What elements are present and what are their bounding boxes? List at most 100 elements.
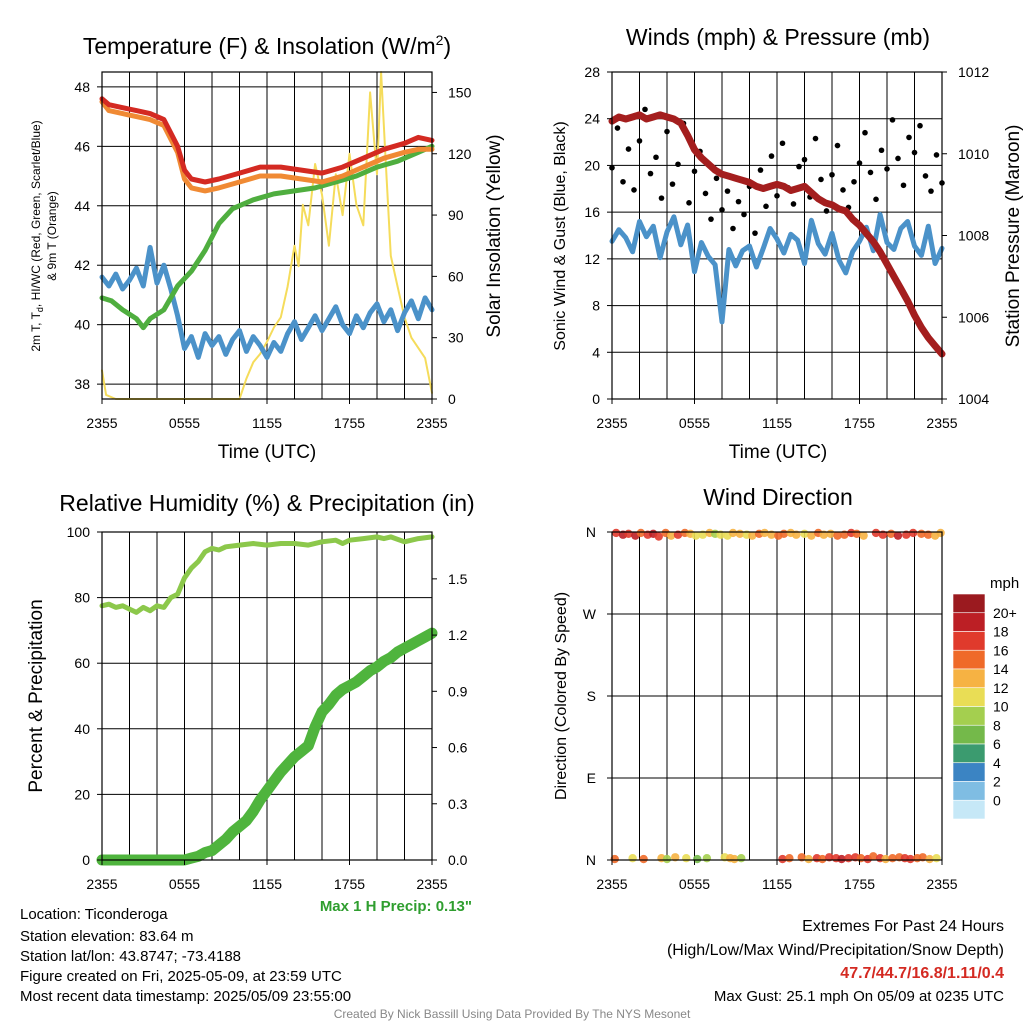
colorbar-label: 16 — [993, 642, 1009, 658]
colorbar-label: 0 — [993, 792, 1001, 808]
gust-point — [834, 142, 841, 149]
temperature-series — [99, 71, 435, 400]
temperature-y2label: Solar Insolation (Yellow) — [484, 134, 505, 337]
y-tick-label: 20 — [74, 786, 90, 802]
direction-point — [611, 528, 621, 538]
direction-point — [682, 853, 691, 863]
y2-tick-label: 30 — [448, 330, 464, 346]
gust-point — [686, 200, 692, 206]
gust-point — [801, 156, 808, 163]
gust-point — [625, 146, 632, 152]
x-tick-label: 1155 — [252, 415, 282, 431]
y-tick-label: S — [587, 688, 596, 704]
winds-xlabel: Time (UTC) — [729, 442, 828, 463]
y-tick-label: 100 — [67, 524, 91, 540]
gust-point — [713, 175, 720, 182]
humidity-panel-title: Relative Humidity (%) & Precipitation (i… — [59, 490, 474, 516]
y2-tick-label: 150 — [448, 84, 472, 100]
gust-point — [790, 201, 797, 207]
gust-point — [653, 154, 659, 161]
y-tick-label: 16 — [584, 204, 600, 220]
extremes-legend: (High/Low/Max Wind/Precipitation/Snow De… — [666, 942, 1004, 959]
gust-point — [779, 140, 786, 147]
gust-point — [884, 166, 890, 172]
temperature-panel: Temperature (F) & Insolation (W/m2) 2355… — [29, 32, 505, 463]
gust-point — [818, 176, 824, 183]
gust-point — [829, 171, 835, 178]
y-tick-label: 8 — [592, 298, 600, 314]
x-tick-label: 2355 — [416, 415, 447, 431]
series-td — [99, 143, 435, 331]
winds-panel-title: Winds (mph) & Pressure (mb) — [626, 24, 930, 50]
footer-created: Figure created on Fri, 2025-05-09, at 23… — [20, 968, 342, 985]
series-sonic-wind — [609, 212, 945, 325]
direction-point — [792, 530, 801, 539]
footer-recent: Most recent data timestamp: 2025/05/09 2… — [20, 988, 352, 1005]
y-tick-label: 42 — [74, 257, 90, 273]
y-tick-label: 38 — [74, 376, 90, 392]
direction-point — [840, 530, 849, 539]
gust-point — [735, 198, 742, 205]
y2-tick-label: 1.5 — [448, 571, 468, 587]
x-tick-label: 2355 — [86, 415, 117, 431]
direction-point — [859, 531, 868, 540]
y-tick-label: N — [586, 852, 596, 868]
humidity-axes: 2355 0555 1155 1755 2355 0 20 40 60 80 100 0.0 0.3 0.… — [67, 524, 468, 892]
y2-tick-label: 1008 — [958, 228, 989, 244]
direction-point — [673, 530, 683, 539]
gust-point — [917, 122, 923, 129]
y2-tick-label: 0.9 — [448, 683, 468, 699]
series-2m-t — [99, 96, 435, 185]
direction-point — [878, 530, 888, 539]
gust-point — [719, 207, 725, 213]
gust-point — [906, 134, 912, 141]
series-9m-t — [99, 99, 435, 194]
credit-line: Created By Nick Bassill Using Data Provi… — [333, 1007, 691, 1021]
y-tick-label: 40 — [74, 317, 90, 333]
colorbar-swatch — [952, 743, 986, 764]
x-tick-label: 2355 — [416, 876, 447, 892]
x-tick-label: 0555 — [169, 876, 200, 892]
gust-point — [631, 187, 637, 193]
temperature-panel-title: Temperature (F) & Insolation (W/m2) — [83, 32, 451, 59]
colorbar-swatch — [952, 687, 986, 707]
x-tick-label: 2355 — [926, 415, 957, 431]
gust-point — [658, 195, 665, 201]
gust-point — [900, 182, 907, 189]
colorbar-swatch — [952, 762, 986, 782]
y2-tick-label: 0.6 — [448, 740, 468, 756]
direction-ylabel: Direction (Colored By Speed) — [553, 592, 570, 800]
gust-point — [642, 106, 648, 113]
x-tick-label: 1755 — [334, 415, 365, 431]
gust-point — [724, 188, 731, 194]
direction-point — [639, 854, 648, 864]
direction-point — [818, 854, 827, 864]
humidity-ylabel: Percent & Precipitation — [26, 599, 47, 792]
gust-point — [664, 128, 670, 135]
x-tick-label: 0555 — [169, 415, 200, 431]
colorbar-label: 4 — [993, 755, 1001, 771]
direction-point — [819, 530, 828, 539]
y2-tick-label: 0.0 — [448, 852, 468, 868]
gust-point — [614, 125, 621, 131]
gust-point — [691, 168, 698, 175]
gust-point — [774, 192, 780, 199]
direction-point — [825, 853, 834, 862]
y2-tick-label: 90 — [448, 207, 464, 223]
gust-point — [763, 203, 769, 210]
temperature-ylabel-line2: & 9m T (Orange) — [45, 191, 59, 281]
gust-point — [928, 188, 934, 194]
gust-point — [812, 135, 819, 142]
y2-tick-label: 1.2 — [448, 627, 468, 643]
direction-point — [869, 852, 878, 861]
footer-latlon: Station lat/lon: 43.8747; -73.4188 — [20, 948, 242, 965]
colorbar-label: 12 — [993, 680, 1009, 696]
gust-point — [636, 138, 643, 144]
x-tick-label: 1755 — [844, 415, 875, 431]
gust-point — [851, 178, 857, 185]
direction-point — [760, 528, 769, 538]
y-tick-label: 80 — [74, 590, 90, 606]
direction-point — [906, 854, 915, 864]
y-tick-label: 46 — [74, 138, 90, 154]
